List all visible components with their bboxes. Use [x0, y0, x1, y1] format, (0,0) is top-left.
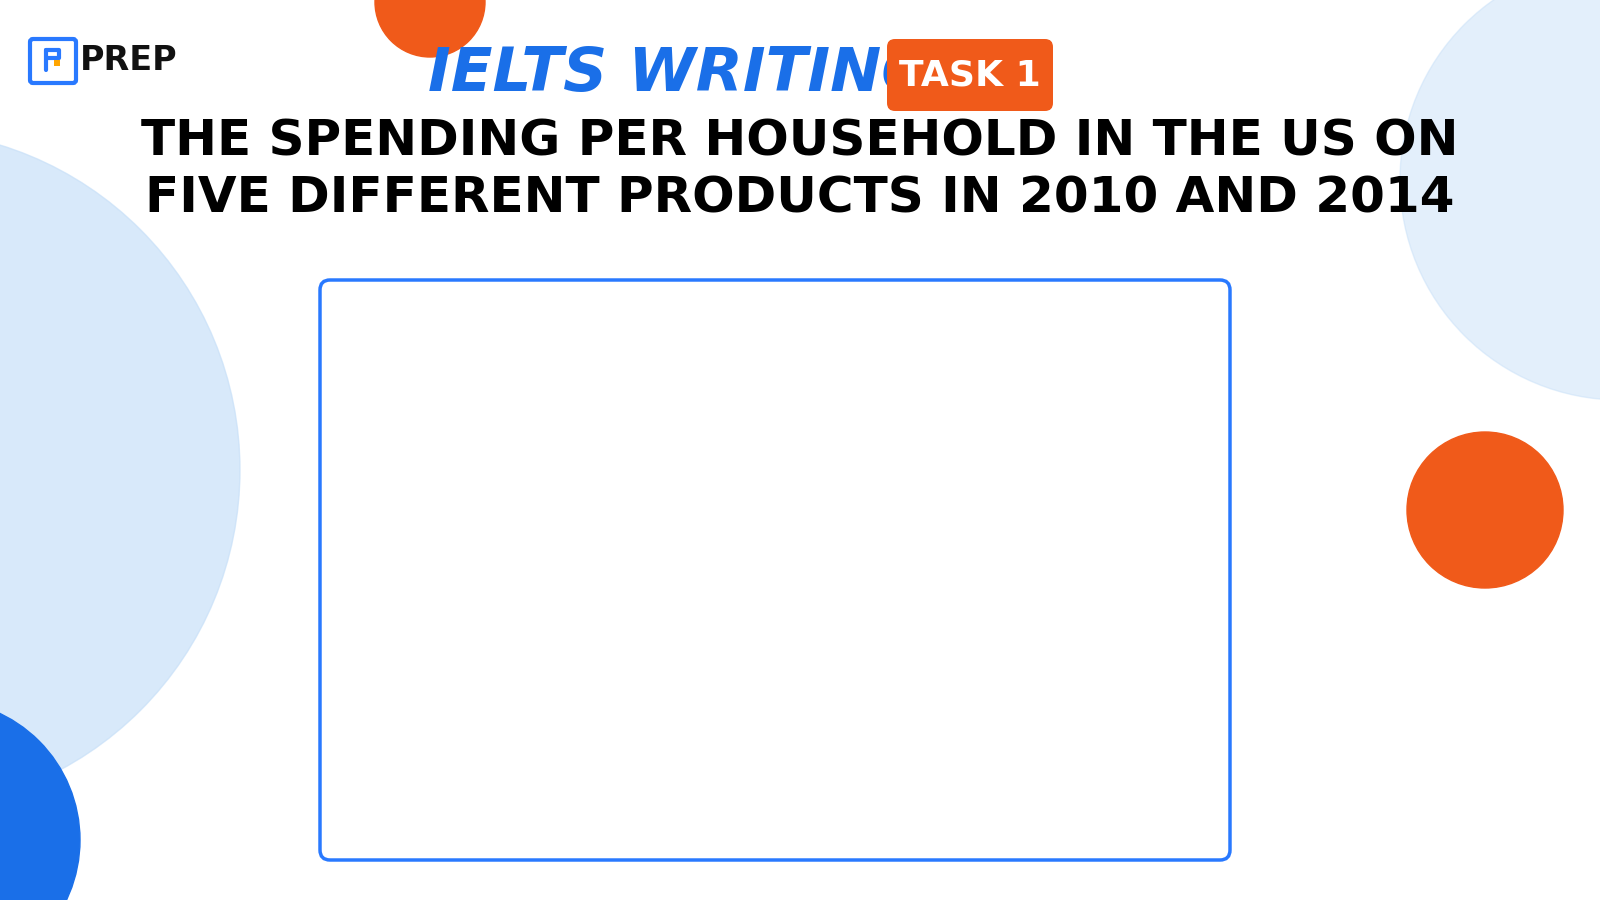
Bar: [944, 555, 997, 810]
Text: TASK 1: TASK 1: [899, 58, 1042, 92]
Bar: [54, 60, 61, 66]
Circle shape: [0, 130, 240, 810]
Text: THE SPENDING PER HOUSEHOLD IN THE US ON
FIVE DIFFERENT PRODUCTS IN 2010 AND 2014: THE SPENDING PER HOUSEHOLD IN THE US ON …: [141, 117, 1459, 223]
Bar: [587, 575, 640, 810]
Bar: [640, 575, 694, 810]
Text: PREP: PREP: [80, 43, 178, 76]
Bar: [739, 719, 792, 810]
Circle shape: [0, 700, 80, 900]
Bar: [490, 397, 542, 810]
Y-axis label: Dollars: Dollars: [328, 541, 346, 599]
Circle shape: [1406, 432, 1563, 588]
Bar: [1096, 623, 1149, 810]
Circle shape: [1400, 0, 1600, 400]
FancyBboxPatch shape: [886, 39, 1053, 111]
Bar: [792, 770, 846, 810]
FancyBboxPatch shape: [320, 280, 1230, 860]
Bar: [435, 460, 490, 810]
Bar: [891, 623, 944, 810]
Circle shape: [374, 0, 485, 57]
Text: IELTS WRITING: IELTS WRITING: [429, 46, 931, 104]
Bar: [1043, 637, 1096, 810]
